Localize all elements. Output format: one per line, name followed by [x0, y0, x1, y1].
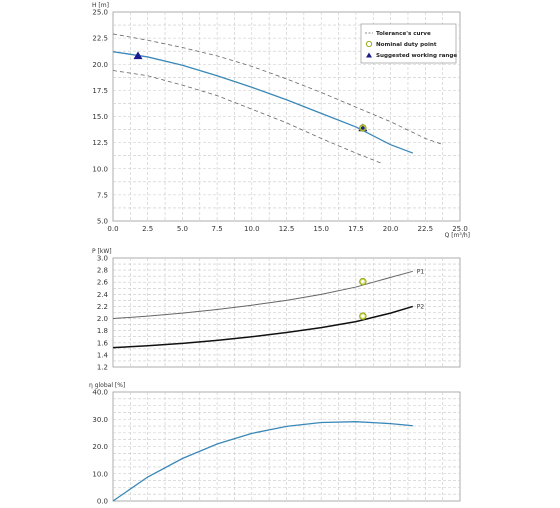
- x-tick-label: 2.5: [142, 225, 153, 233]
- x-tick-label: 5.0: [177, 225, 188, 233]
- duty-point-marker-inner: [360, 279, 366, 285]
- legend-label: Tolerance's curve: [376, 31, 431, 37]
- duty-point-marker: [359, 277, 367, 286]
- y-tick-label: 1.4: [97, 351, 109, 359]
- y-axis-label: P [kW]: [92, 248, 112, 255]
- y-tick-label: 2.4: [97, 291, 109, 299]
- series-line: [112, 51, 414, 154]
- x-tick-label: 22.5: [418, 225, 434, 233]
- y-tick-label: 30.0: [92, 416, 108, 424]
- y-tick-label: 5.0: [97, 218, 108, 226]
- x-tick-label: 0.0: [107, 225, 118, 233]
- y-tick-label: 22.5: [92, 35, 108, 43]
- duty-point-marker-inner: [360, 125, 366, 131]
- x-tick-label: 12.5: [279, 225, 295, 233]
- y-tick-label: 7.5: [97, 191, 108, 199]
- legend-box: [360, 23, 457, 64]
- y-tick-label: 2.0: [97, 315, 108, 323]
- chart-panel-1: [112, 11, 461, 222]
- y-tick-label: 17.5: [92, 87, 108, 95]
- x-tick-label: 20.0: [383, 225, 399, 233]
- y-tick-label: 3.0: [97, 255, 108, 263]
- duty-point-marker-inner: [360, 313, 366, 319]
- chart-panel-3: [112, 391, 461, 502]
- working-range-marker: [133, 51, 143, 60]
- legend-working-range-icon: [366, 52, 372, 58]
- y-tick-label: 1.6: [97, 339, 109, 347]
- series-line: [112, 33, 444, 146]
- x-tick-label: 25.0: [452, 225, 468, 233]
- y-tick-label: 2.6: [97, 279, 109, 287]
- chart-legend: [360, 23, 457, 64]
- y-axis-label: η global [%]: [89, 382, 125, 389]
- series-label: P2: [417, 303, 425, 310]
- series-line: [112, 421, 413, 502]
- y-tick-label: 12.5: [92, 139, 108, 147]
- y-tick-label: 15.0: [92, 113, 108, 121]
- chart-panel-2: [112, 257, 461, 368]
- legend-label: Nominal duty point: [376, 42, 437, 48]
- x-axis-label: Q [m³/h]: [445, 232, 470, 239]
- y-tick-label: 10.0: [92, 165, 108, 173]
- series-label: P1: [417, 268, 425, 275]
- legend-duty-point-icon: [365, 40, 373, 48]
- x-tick-label: 17.5: [348, 225, 364, 233]
- legend-label: Suggested working range: [376, 53, 457, 59]
- y-tick-label: 20.0: [92, 443, 108, 451]
- y-tick-label: 10.0: [92, 470, 108, 478]
- y-tick-label: 20.0: [92, 61, 108, 69]
- duty-point-marker: [359, 124, 367, 132]
- y-axis-label: H [m]: [92, 2, 109, 9]
- y-tick-label: 0.0: [97, 498, 108, 505]
- y-tick-label: 2.8: [97, 267, 108, 275]
- y-tick-label: 1.8: [97, 327, 108, 335]
- duty-point-marker: [359, 312, 367, 320]
- x-tick-label: 15.0: [313, 225, 329, 233]
- x-tick-label: 7.5: [212, 225, 223, 233]
- y-tick-label: 1.2: [97, 364, 108, 372]
- series-line: [112, 270, 413, 320]
- y-tick-label: 25.0: [92, 9, 108, 17]
- x-tick-label: 10.0: [244, 225, 260, 233]
- y-tick-label: 2.2: [97, 303, 108, 311]
- y-tick-label: 40.0: [92, 389, 108, 397]
- series-line: [112, 305, 414, 349]
